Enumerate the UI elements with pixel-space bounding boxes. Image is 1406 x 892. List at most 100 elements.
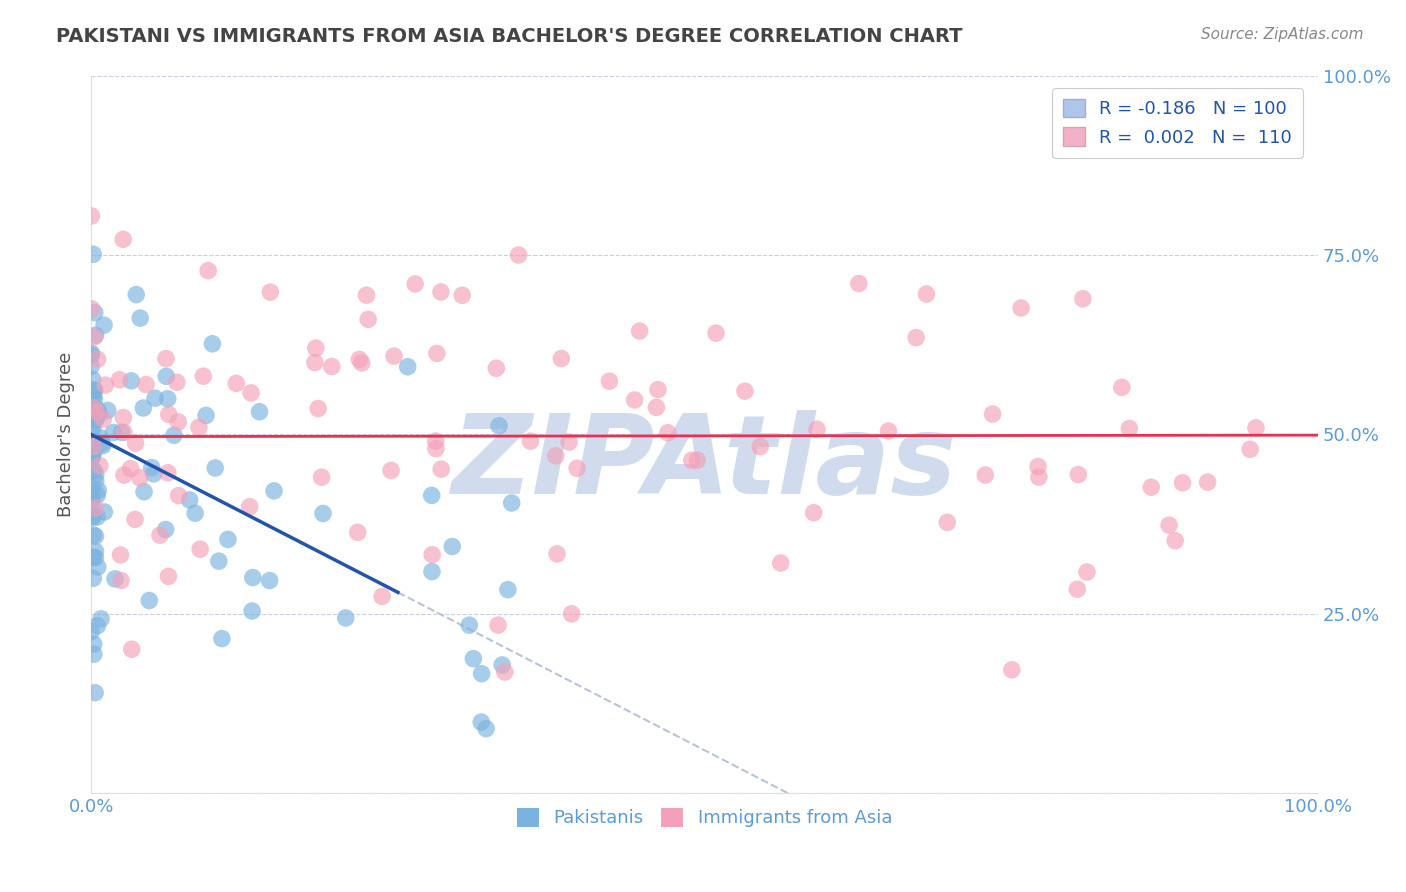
Point — [974, 468, 997, 483]
Point — [420, 565, 443, 579]
Point — [156, 466, 179, 480]
Text: Source: ZipAtlas.com: Source: ZipAtlas.com — [1201, 27, 1364, 42]
Legend: Pakistanis, Immigrants from Asia: Pakistanis, Immigrants from Asia — [510, 801, 900, 835]
Point — [470, 714, 492, 729]
Point — [82, 510, 104, 524]
Point — [110, 548, 132, 562]
Point — [80, 624, 103, 639]
Point — [132, 484, 155, 499]
Point — [356, 288, 378, 302]
Point — [120, 461, 142, 475]
Point — [84, 501, 107, 516]
Point — [80, 423, 103, 437]
Point — [1111, 380, 1133, 394]
Point — [124, 436, 146, 450]
Point — [86, 510, 108, 524]
Point — [93, 318, 115, 333]
Point — [84, 686, 107, 700]
Point — [141, 460, 163, 475]
Text: ZIPAtlas: ZIPAtlas — [451, 409, 957, 516]
Point — [82, 372, 104, 386]
Point — [132, 401, 155, 415]
Point — [558, 435, 581, 450]
Point — [82, 509, 104, 524]
Point — [769, 556, 792, 570]
Point — [82, 247, 104, 261]
Point — [135, 377, 157, 392]
Point — [1239, 442, 1261, 457]
Point — [471, 666, 494, 681]
Point — [195, 409, 218, 423]
Point — [335, 611, 357, 625]
Point — [82, 464, 104, 478]
Point — [80, 486, 103, 500]
Point — [129, 311, 152, 326]
Point — [112, 232, 135, 246]
Point — [623, 392, 645, 407]
Point — [877, 424, 900, 438]
Point — [187, 420, 209, 434]
Point — [463, 651, 485, 665]
Point — [82, 449, 104, 463]
Point — [806, 422, 828, 436]
Point — [249, 405, 271, 419]
Point — [188, 542, 211, 557]
Point — [647, 383, 669, 397]
Point — [240, 604, 263, 618]
Point — [84, 550, 107, 565]
Point — [84, 410, 107, 425]
Point — [565, 461, 588, 475]
Point — [491, 657, 513, 672]
Point — [350, 356, 373, 370]
Point — [86, 488, 108, 502]
Point — [112, 468, 135, 483]
Point — [138, 593, 160, 607]
Point — [848, 277, 870, 291]
Point — [108, 373, 131, 387]
Point — [225, 376, 247, 391]
Point — [1071, 292, 1094, 306]
Point — [305, 341, 328, 355]
Point — [496, 582, 519, 597]
Point — [84, 474, 107, 488]
Point — [125, 287, 148, 301]
Point — [94, 378, 117, 392]
Point — [598, 374, 620, 388]
Point — [307, 401, 329, 416]
Point — [155, 523, 177, 537]
Point — [83, 384, 105, 398]
Point — [93, 505, 115, 519]
Point — [1028, 470, 1050, 484]
Point — [259, 574, 281, 588]
Point — [217, 533, 239, 547]
Point — [451, 288, 474, 302]
Point — [179, 492, 201, 507]
Point — [89, 458, 111, 473]
Text: PAKISTANI VS IMMIGRANTS FROM ASIA BACHELOR'S DEGREE CORRELATION CHART: PAKISTANI VS IMMIGRANTS FROM ASIA BACHEL… — [56, 27, 963, 45]
Point — [430, 462, 453, 476]
Point — [82, 421, 104, 435]
Point — [561, 607, 583, 621]
Point — [80, 359, 103, 374]
Point — [149, 528, 172, 542]
Point — [82, 389, 104, 403]
Point — [80, 348, 103, 362]
Point — [80, 434, 103, 449]
Point — [686, 453, 709, 467]
Point — [1001, 663, 1024, 677]
Y-axis label: Bachelor's Degree: Bachelor's Degree — [58, 351, 75, 517]
Point — [488, 418, 510, 433]
Point — [83, 329, 105, 343]
Point — [304, 355, 326, 369]
Point — [103, 425, 125, 440]
Point — [84, 467, 107, 482]
Point — [1140, 480, 1163, 494]
Point — [550, 351, 572, 366]
Point — [142, 467, 165, 481]
Point — [425, 434, 447, 448]
Point — [936, 516, 959, 530]
Point — [981, 407, 1004, 421]
Point — [82, 550, 104, 565]
Point — [84, 413, 107, 427]
Point — [404, 277, 426, 291]
